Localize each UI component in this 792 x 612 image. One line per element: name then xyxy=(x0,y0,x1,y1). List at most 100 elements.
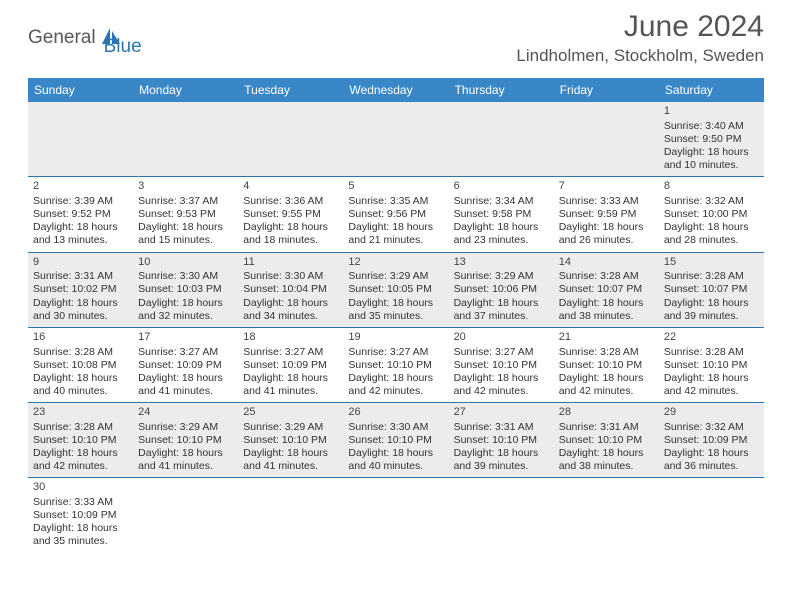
sunset-text: Sunset: 10:09 PM xyxy=(138,359,233,372)
calendar-row: 16Sunrise: 3:28 AMSunset: 10:08 PMDaylig… xyxy=(28,327,764,402)
daylight-text: Daylight: 18 hours xyxy=(348,297,443,310)
sunset-text: Sunset: 10:10 PM xyxy=(559,359,654,372)
day-number: 3 xyxy=(138,180,233,194)
sunset-text: Sunset: 10:10 PM xyxy=(454,359,549,372)
day-number: 8 xyxy=(664,180,759,194)
sunrise-text: Sunrise: 3:34 AM xyxy=(454,195,549,208)
daylight-text: Daylight: 18 hours xyxy=(243,297,338,310)
day-cell: 12Sunrise: 3:29 AMSunset: 10:05 PMDaylig… xyxy=(343,252,448,327)
col-friday: Friday xyxy=(554,78,659,102)
daylight-text: and 10 minutes. xyxy=(664,159,759,172)
daylight-text: Daylight: 18 hours xyxy=(33,372,128,385)
day-number: 18 xyxy=(243,331,338,345)
sunset-text: Sunset: 10:04 PM xyxy=(243,283,338,296)
sunset-text: Sunset: 9:50 PM xyxy=(664,133,759,146)
sunset-text: Sunset: 10:09 PM xyxy=(33,509,128,522)
col-wednesday: Wednesday xyxy=(343,78,448,102)
sunset-text: Sunset: 10:10 PM xyxy=(559,434,654,447)
calendar-header-row: Sunday Monday Tuesday Wednesday Thursday… xyxy=(28,78,764,102)
daylight-text: Daylight: 18 hours xyxy=(138,447,233,460)
day-number: 9 xyxy=(33,256,128,270)
daylight-text: Daylight: 18 hours xyxy=(664,447,759,460)
sunset-text: Sunset: 10:09 PM xyxy=(664,434,759,447)
day-number: 19 xyxy=(348,331,443,345)
sunset-text: Sunset: 10:10 PM xyxy=(348,434,443,447)
day-cell: 14Sunrise: 3:28 AMSunset: 10:07 PMDaylig… xyxy=(554,252,659,327)
day-number: 30 xyxy=(33,481,128,495)
sunrise-text: Sunrise: 3:29 AM xyxy=(348,270,443,283)
sunset-text: Sunset: 10:05 PM xyxy=(348,283,443,296)
calendar-row: 23Sunrise: 3:28 AMSunset: 10:10 PMDaylig… xyxy=(28,403,764,478)
daylight-text: Daylight: 18 hours xyxy=(559,297,654,310)
day-cell: 29Sunrise: 3:32 AMSunset: 10:09 PMDaylig… xyxy=(659,403,764,478)
day-number: 28 xyxy=(559,406,654,420)
daylight-text: Daylight: 18 hours xyxy=(33,447,128,460)
sunrise-text: Sunrise: 3:33 AM xyxy=(559,195,654,208)
sunset-text: Sunset: 10:10 PM xyxy=(138,434,233,447)
day-number: 29 xyxy=(664,406,759,420)
sunrise-text: Sunrise: 3:39 AM xyxy=(33,195,128,208)
daylight-text: and 42 minutes. xyxy=(348,385,443,398)
day-cell: 21Sunrise: 3:28 AMSunset: 10:10 PMDaylig… xyxy=(554,327,659,402)
day-cell: 3Sunrise: 3:37 AMSunset: 9:53 PMDaylight… xyxy=(133,177,238,252)
day-cell: 8Sunrise: 3:32 AMSunset: 10:00 PMDayligh… xyxy=(659,177,764,252)
day-number: 11 xyxy=(243,256,338,270)
calendar-table: Sunday Monday Tuesday Wednesday Thursday… xyxy=(28,78,764,553)
blank-cell xyxy=(238,102,343,177)
sunset-text: Sunset: 10:07 PM xyxy=(559,283,654,296)
blank-cell xyxy=(449,102,554,177)
day-number: 14 xyxy=(559,256,654,270)
sunrise-text: Sunrise: 3:30 AM xyxy=(243,270,338,283)
daylight-text: Daylight: 18 hours xyxy=(454,372,549,385)
sunrise-text: Sunrise: 3:37 AM xyxy=(138,195,233,208)
day-cell: 30Sunrise: 3:33 AMSunset: 10:09 PMDaylig… xyxy=(28,478,133,553)
day-number: 2 xyxy=(33,180,128,194)
daylight-text: Daylight: 18 hours xyxy=(138,221,233,234)
daylight-text: and 32 minutes. xyxy=(138,310,233,323)
day-cell: 26Sunrise: 3:30 AMSunset: 10:10 PMDaylig… xyxy=(343,403,448,478)
day-number: 1 xyxy=(664,105,759,119)
sunrise-text: Sunrise: 3:28 AM xyxy=(559,270,654,283)
daylight-text: and 36 minutes. xyxy=(664,460,759,473)
day-cell: 9Sunrise: 3:31 AMSunset: 10:02 PMDayligh… xyxy=(28,252,133,327)
col-sunday: Sunday xyxy=(28,78,133,102)
blank-cell xyxy=(343,102,448,177)
daylight-text: and 38 minutes. xyxy=(559,310,654,323)
day-cell: 15Sunrise: 3:28 AMSunset: 10:07 PMDaylig… xyxy=(659,252,764,327)
sunrise-text: Sunrise: 3:28 AM xyxy=(33,421,128,434)
sunrise-text: Sunrise: 3:28 AM xyxy=(664,270,759,283)
brand-blue: Blue xyxy=(104,18,142,58)
daylight-text: and 41 minutes. xyxy=(243,460,338,473)
daylight-text: and 41 minutes. xyxy=(243,385,338,398)
day-cell: 22Sunrise: 3:28 AMSunset: 10:10 PMDaylig… xyxy=(659,327,764,402)
sunrise-text: Sunrise: 3:27 AM xyxy=(243,346,338,359)
sunrise-text: Sunrise: 3:28 AM xyxy=(664,346,759,359)
blank-cell xyxy=(449,478,554,553)
sunrise-text: Sunrise: 3:31 AM xyxy=(559,421,654,434)
daylight-text: Daylight: 18 hours xyxy=(664,372,759,385)
daylight-text: and 41 minutes. xyxy=(138,460,233,473)
daylight-text: and 42 minutes. xyxy=(664,385,759,398)
day-number: 4 xyxy=(243,180,338,194)
daylight-text: and 42 minutes. xyxy=(33,460,128,473)
day-number: 21 xyxy=(559,331,654,345)
sunset-text: Sunset: 10:00 PM xyxy=(664,208,759,221)
day-number: 22 xyxy=(664,331,759,345)
day-cell: 25Sunrise: 3:29 AMSunset: 10:10 PMDaylig… xyxy=(238,403,343,478)
daylight-text: Daylight: 18 hours xyxy=(33,522,128,535)
sunrise-text: Sunrise: 3:29 AM xyxy=(454,270,549,283)
daylight-text: and 40 minutes. xyxy=(348,460,443,473)
daylight-text: and 42 minutes. xyxy=(454,385,549,398)
day-cell: 11Sunrise: 3:30 AMSunset: 10:04 PMDaylig… xyxy=(238,252,343,327)
daylight-text: and 13 minutes. xyxy=(33,234,128,247)
blank-cell xyxy=(133,102,238,177)
header: General Blue June 2024 Lindholmen, Stock… xyxy=(0,0,792,72)
daylight-text: Daylight: 18 hours xyxy=(33,297,128,310)
day-cell: 4Sunrise: 3:36 AMSunset: 9:55 PMDaylight… xyxy=(238,177,343,252)
blank-cell xyxy=(659,478,764,553)
day-number: 27 xyxy=(454,406,549,420)
day-cell: 7Sunrise: 3:33 AMSunset: 9:59 PMDaylight… xyxy=(554,177,659,252)
daylight-text: and 28 minutes. xyxy=(664,234,759,247)
daylight-text: and 15 minutes. xyxy=(138,234,233,247)
daylight-text: Daylight: 18 hours xyxy=(243,221,338,234)
